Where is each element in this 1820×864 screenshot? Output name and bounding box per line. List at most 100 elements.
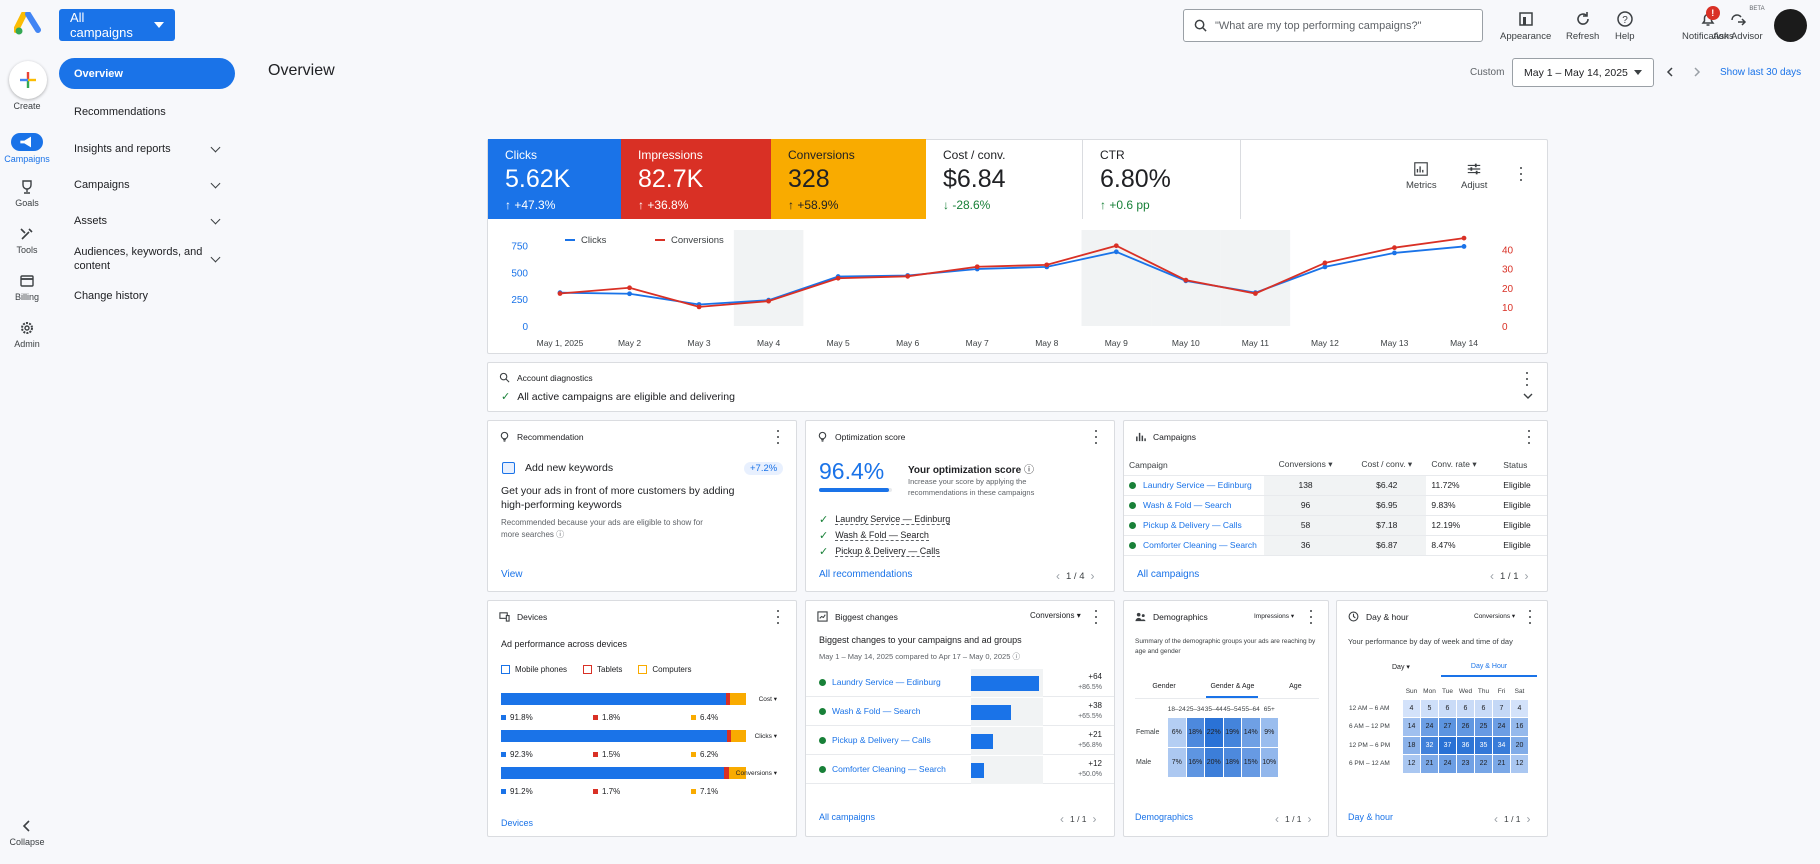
table-row[interactable]: Pickup & Delivery — Calls 58 $7.18 12.19% El…: [1124, 515, 1547, 536]
column-header[interactable]: Conv. rate ▾: [1426, 455, 1499, 476]
dayhour-metric-selector[interactable]: Conversions ▾: [1474, 613, 1516, 620]
heatmap-cell[interactable]: 32: [1420, 735, 1439, 755]
change-campaign-name[interactable]: Pickup & Delivery — Calls: [832, 735, 931, 745]
chevron-left-icon[interactable]: ‹: [1490, 569, 1494, 583]
heatmap-cell[interactable]: 14%: [1241, 716, 1261, 748]
view-recommendation-link[interactable]: View: [501, 569, 523, 580]
adjust-button[interactable]: Adjust: [1461, 161, 1487, 191]
nav-insights[interactable]: Insights and reports: [59, 142, 235, 156]
chevron-right-icon[interactable]: ›: [1524, 569, 1529, 583]
heatmap-cell[interactable]: 27: [1438, 717, 1457, 737]
nav-overview[interactable]: Overview: [59, 58, 235, 89]
devices-link[interactable]: Devices: [501, 818, 534, 828]
device-metric-selector[interactable]: Conversions ▾: [735, 770, 777, 777]
heatmap-cell[interactable]: 26: [1456, 717, 1475, 737]
prev-period-button[interactable]: [1662, 64, 1678, 80]
optimization-campaign-item[interactable]: ✓ Wash & Fold — Search: [819, 527, 950, 543]
chevron-right-icon[interactable]: ›: [1526, 812, 1531, 826]
more-options-icon[interactable]: [1525, 372, 1529, 386]
column-header[interactable]: Cost / conv. ▾: [1347, 455, 1427, 476]
heatmap-cell[interactable]: 36: [1456, 735, 1475, 755]
demographics-tab[interactable]: Gender & Age: [1206, 677, 1259, 698]
campaign-link[interactable]: Wash & Fold — Search: [1143, 500, 1232, 510]
heatmap-cell[interactable]: 19%: [1222, 716, 1242, 748]
heatmap-cell[interactable]: 9%: [1259, 716, 1279, 748]
heatmap-cell[interactable]: 21: [1492, 754, 1511, 774]
chevron-left-icon[interactable]: ‹: [1275, 812, 1279, 826]
heatmap-cell[interactable]: 24: [1492, 717, 1511, 737]
chevron-right-icon[interactable]: ›: [1307, 812, 1312, 826]
demographics-metric-selector[interactable]: Impressions ▾: [1254, 613, 1295, 620]
metric-tile-ctr[interactable]: CTR 6.80% ↑ +0.6 pp: [1083, 139, 1241, 219]
table-row[interactable]: Laundry Service — Edinburg 138 $6.42 11.72%…: [1124, 475, 1547, 496]
help-icon[interactable]: ⓘ: [1023, 465, 1034, 476]
help-button[interactable]: ? Help: [1615, 10, 1635, 42]
change-campaign-name[interactable]: Wash & Fold — Search: [832, 706, 921, 716]
heatmap-cell[interactable]: 6: [1456, 698, 1475, 718]
heatmap-cell[interactable]: 12: [1402, 754, 1421, 774]
heatmap-cell[interactable]: 23: [1456, 754, 1475, 774]
rail-admin[interactable]: Admin: [0, 320, 54, 349]
create-button[interactable]: [9, 61, 47, 99]
change-campaign-name[interactable]: Comforter Cleaning — Search: [832, 764, 946, 774]
more-options-icon[interactable]: [1528, 610, 1532, 624]
demographics-tab[interactable]: Gender: [1152, 683, 1176, 690]
change-row[interactable]: Pickup & Delivery — Calls +21 +56.8%: [806, 727, 1114, 755]
heatmap-cell[interactable]: 16: [1510, 717, 1529, 737]
heatmap-cell[interactable]: 20: [1510, 735, 1529, 755]
metric-tile-impressions[interactable]: Impressions 82.7K ↑ +36.8%: [621, 139, 771, 219]
campaign-link[interactable]: Pickup & Delivery — Calls: [1143, 520, 1242, 530]
heatmap-cell[interactable]: 24: [1420, 717, 1439, 737]
more-options-icon[interactable]: [1527, 430, 1531, 444]
dayhour-day-selector[interactable]: Day ▾: [1392, 664, 1410, 671]
campaign-name[interactable]: Wash & Fold — Search: [1124, 495, 1264, 516]
more-options-icon[interactable]: [1309, 610, 1313, 624]
metric-tile-clicks[interactable]: Clicks 5.62K ↑ +47.3%: [488, 139, 621, 219]
campaign-selector[interactable]: All campaigns: [59, 9, 175, 41]
recommendation-item[interactable]: Add new keywords: [502, 462, 613, 474]
heatmap-cell[interactable]: 22: [1474, 754, 1493, 774]
date-range-picker[interactable]: May 1 – May 14, 2025: [1512, 58, 1654, 87]
demographics-tab[interactable]: Age: [1289, 683, 1302, 690]
all-recommendations-link[interactable]: All recommendations: [819, 569, 913, 580]
heatmap-cell[interactable]: 4: [1510, 698, 1529, 718]
all-campaigns-link[interactable]: All campaigns: [1137, 569, 1200, 580]
table-row[interactable]: Wash & Fold — Search 96 $6.95 9.83% Eligible: [1124, 495, 1547, 516]
heatmap-cell[interactable]: 10%: [1259, 746, 1279, 778]
next-period-button[interactable]: [1689, 64, 1705, 80]
refresh-button[interactable]: Refresh: [1566, 10, 1599, 42]
chevron-left-icon[interactable]: ‹: [1060, 812, 1064, 826]
heatmap-cell[interactable]: 24: [1438, 754, 1457, 774]
more-options-icon[interactable]: [776, 610, 780, 624]
chevron-right-icon[interactable]: ›: [1092, 812, 1097, 826]
heatmap-cell[interactable]: 18%: [1185, 716, 1205, 748]
expand-chevron-icon[interactable]: [1523, 391, 1533, 403]
metric-tile-cost-per-conv[interactable]: Cost / conv. $6.84 ↓ -28.6%: [926, 139, 1083, 219]
heatmap-cell[interactable]: 22%: [1204, 716, 1224, 748]
nav-campaigns[interactable]: Campaigns: [59, 178, 235, 192]
heatmap-cell[interactable]: 35: [1474, 735, 1493, 755]
heatmap-cell[interactable]: 14: [1402, 717, 1421, 737]
change-row[interactable]: Laundry Service — Edinburg +64 +86.5%: [806, 669, 1114, 697]
chevron-left-icon[interactable]: ‹: [1056, 569, 1060, 583]
metric-tile-conversions[interactable]: Conversions 328 ↑ +58.9%: [771, 139, 926, 219]
account-avatar[interactable]: [1774, 9, 1807, 42]
changes-metric-selector[interactable]: Conversions ▾: [1030, 611, 1081, 620]
column-header[interactable]: Conversions ▾: [1264, 455, 1348, 476]
dayhour-tab-active[interactable]: Day & Hour: [1441, 663, 1537, 677]
optimization-campaign-item[interactable]: ✓ Pickup & Delivery — Calls: [819, 543, 950, 559]
nav-recommendations[interactable]: Recommendations: [59, 105, 235, 119]
legend-item[interactable]: Tablets: [583, 665, 622, 674]
heatmap-cell[interactable]: 6: [1438, 698, 1457, 718]
metrics-button[interactable]: Metrics: [1406, 161, 1437, 191]
heatmap-cell[interactable]: 18: [1402, 735, 1421, 755]
campaign-name[interactable]: Laundry Service — Edinburg: [1124, 475, 1264, 496]
changes-all-campaigns-link[interactable]: All campaigns: [819, 812, 876, 822]
rail-billing[interactable]: Billing: [0, 273, 54, 302]
rail-campaigns[interactable]: Campaigns: [0, 133, 54, 164]
chevron-left-icon[interactable]: ‹: [1494, 812, 1498, 826]
legend-item[interactable]: Mobile phones: [501, 665, 567, 674]
more-options-icon[interactable]: [1519, 167, 1523, 181]
rail-goals[interactable]: Goals: [0, 179, 54, 208]
chevron-right-icon[interactable]: ›: [1090, 569, 1095, 583]
